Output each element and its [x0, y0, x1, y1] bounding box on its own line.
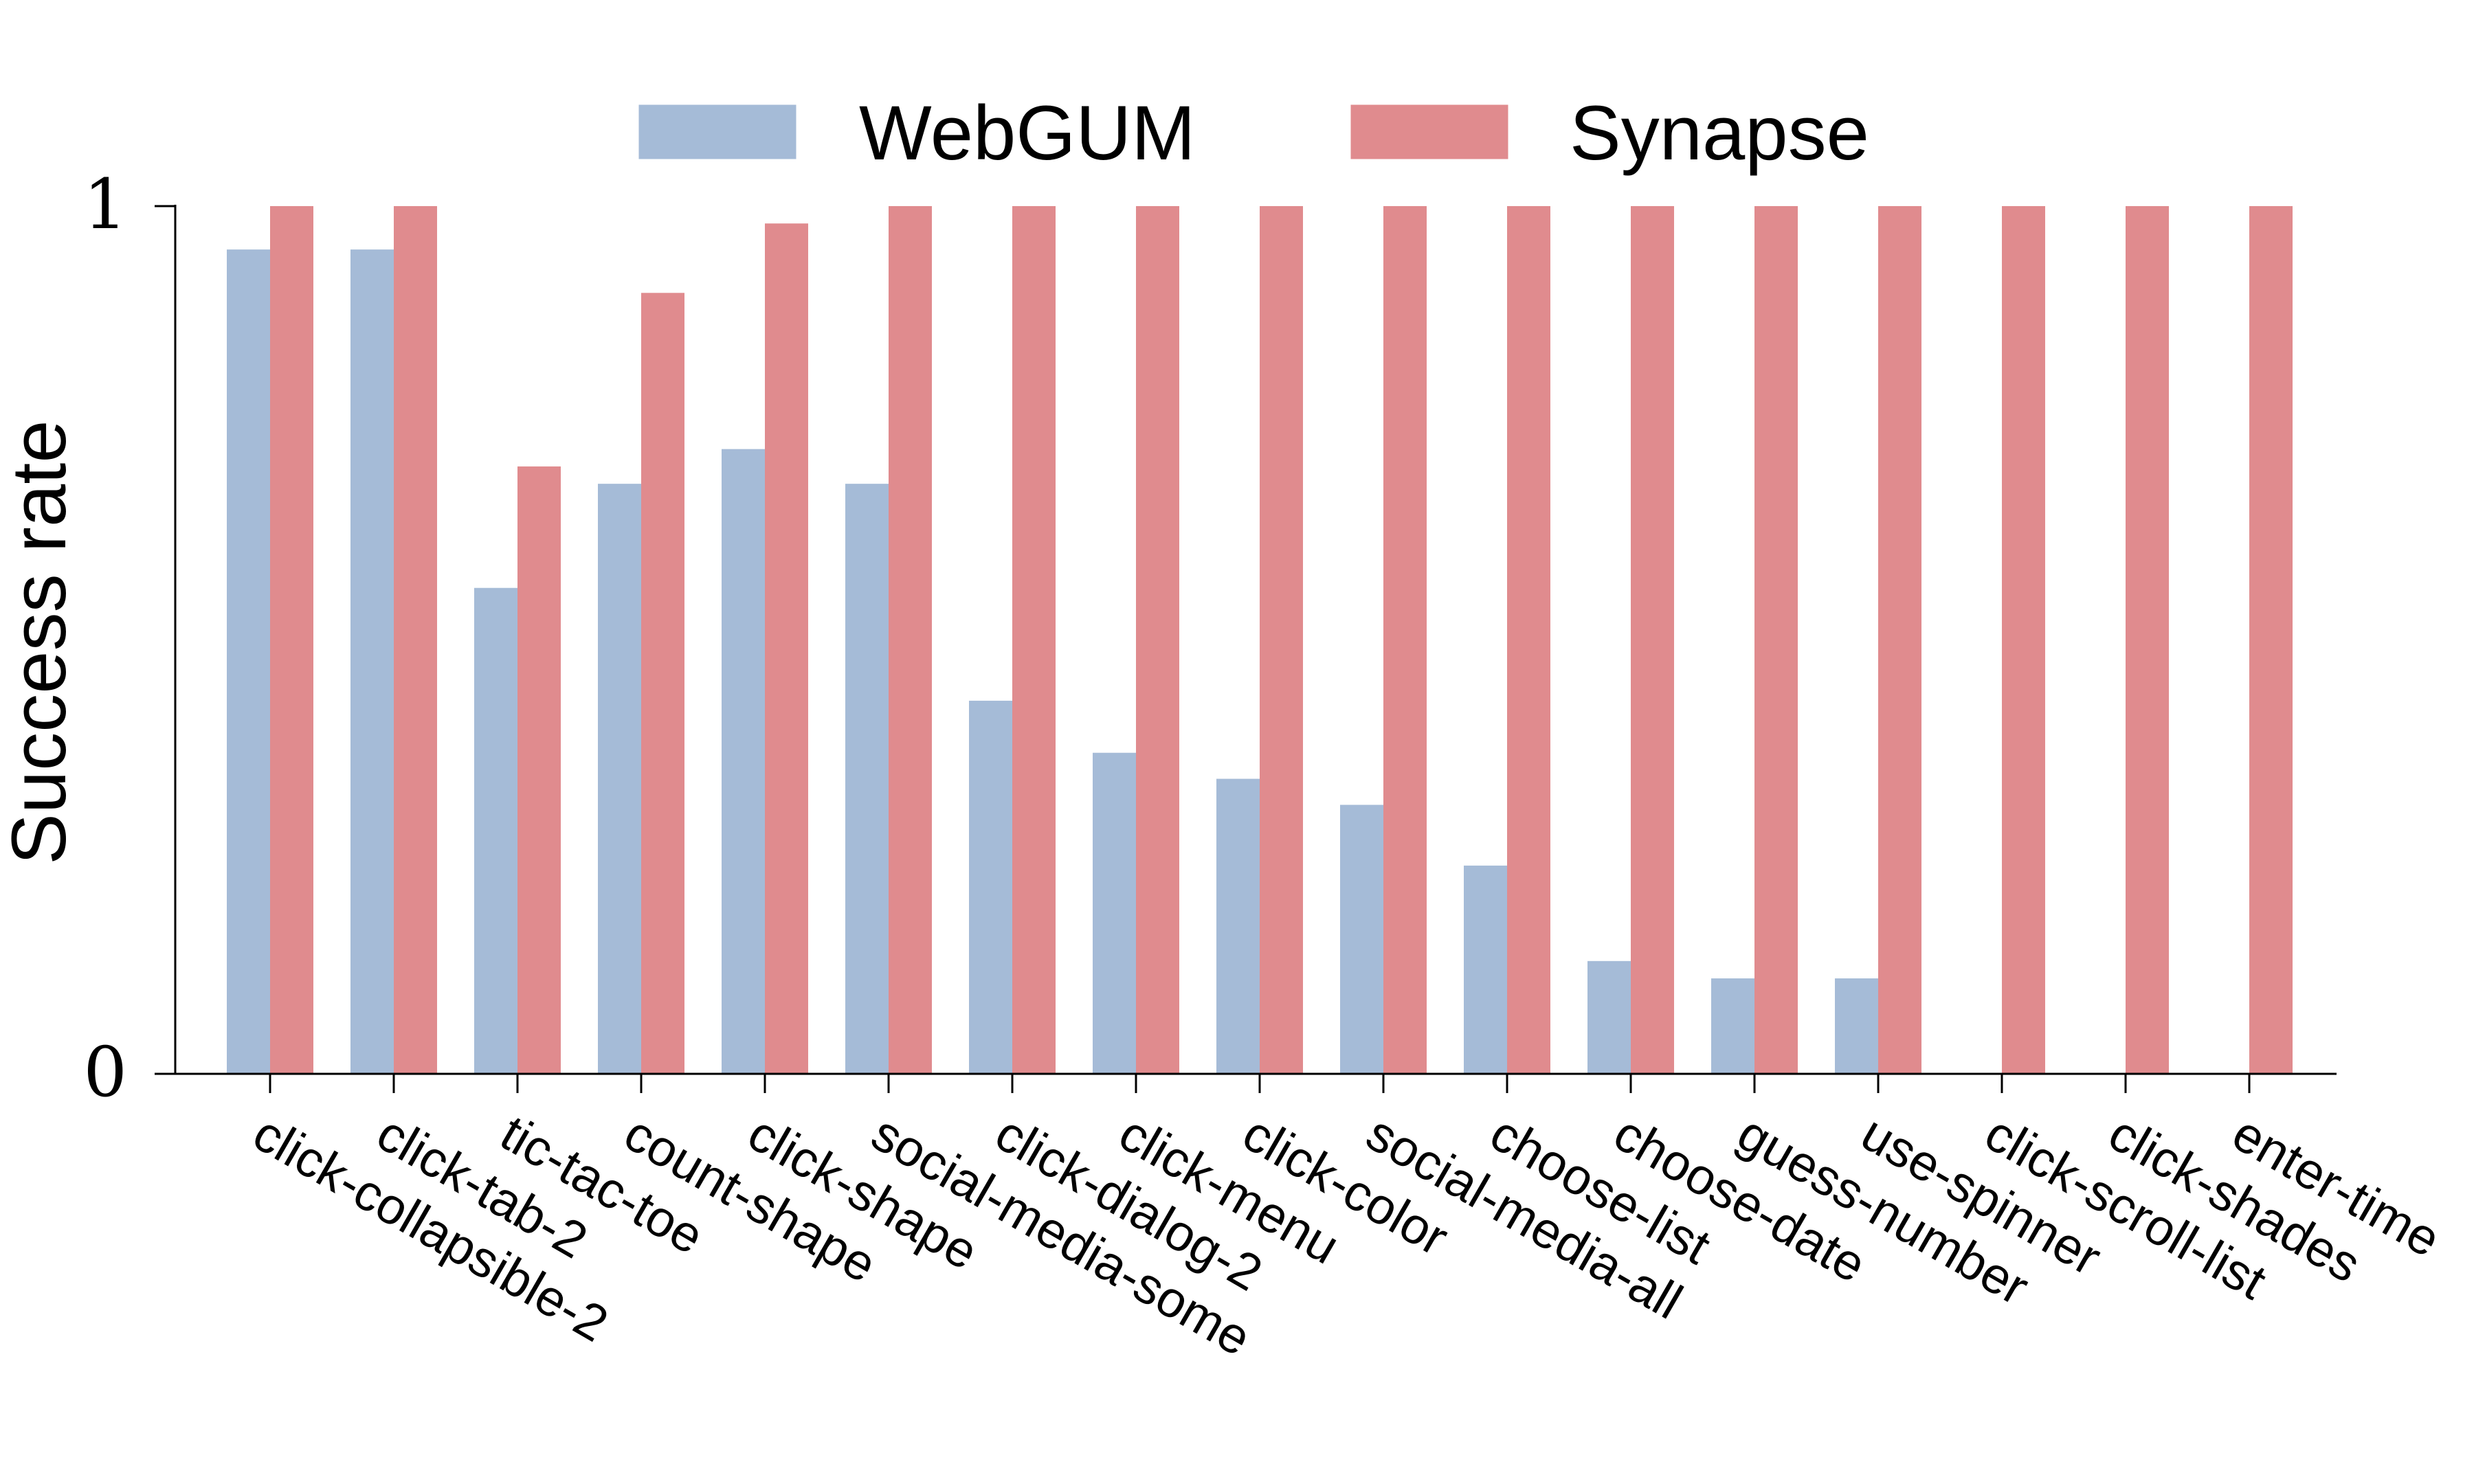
bar-webgum-click-menu [1093, 752, 1136, 1074]
bar-webgum-click-tab-2 [350, 249, 394, 1074]
bar-webgum-social-media-all [1340, 805, 1383, 1074]
bar-webgum-guess-number [1711, 978, 1754, 1074]
axes-group: 01 [83, 164, 2337, 1112]
bar-webgum-click-dialog-2 [969, 700, 1012, 1074]
bar-synapse-enter-time [2249, 206, 2293, 1074]
bar-synapse-choose-list [1507, 206, 1550, 1074]
bar-webgum-count-shape [598, 484, 641, 1074]
bar-webgum-choose-date [1587, 960, 1631, 1074]
legend-label-synapse: Synapse [1570, 90, 1869, 176]
bar-webgum-click-color [1216, 778, 1260, 1074]
bar-synapse-tic-tac-toe [517, 466, 561, 1074]
bar-webgum-click-shape [722, 449, 765, 1074]
bar-synapse-click-menu [1136, 206, 1179, 1074]
y-axis-label: Success rate [0, 420, 82, 864]
bar-synapse-click-dialog-2 [1012, 206, 1056, 1074]
x-tick-labels: click-collapsible-2click-tab-2tic-tac-to… [244, 1104, 2450, 1367]
bars-group [227, 206, 2293, 1074]
bar-synapse-choose-date [1631, 206, 1674, 1074]
legend-swatch-webgum [638, 104, 796, 159]
bar-synapse-click-tab-2 [394, 206, 437, 1074]
bar-synapse-click-scroll-list [2002, 206, 2045, 1074]
bar-synapse-use-spinner [1878, 206, 1921, 1074]
y-tick-label-0: 0 [83, 1032, 127, 1112]
bar-synapse-click-shape [765, 223, 808, 1074]
bar-synapse-click-collapsible-2 [270, 206, 313, 1074]
bar-synapse-click-color [1260, 206, 1303, 1074]
bar-webgum-use-spinner [1835, 978, 1878, 1074]
bar-webgum-click-collapsible-2 [227, 249, 270, 1074]
y-tick-label-1: 1 [83, 164, 127, 245]
legend-label-webgum: WebGUM [859, 90, 1196, 176]
legend-swatch-synapse [1350, 104, 1508, 159]
bar-synapse-guess-number [1754, 206, 1798, 1074]
bar-synapse-click-shades [2126, 206, 2169, 1074]
bar-synapse-social-media-some [889, 206, 932, 1074]
legend: WebGUM Synapse [638, 90, 1869, 176]
bar-synapse-count-shape [641, 293, 684, 1074]
bar-webgum-social-media-some [845, 484, 889, 1074]
bar-webgum-tic-tac-toe [474, 587, 517, 1074]
bar-webgum-choose-list [1464, 865, 1507, 1074]
bar-synapse-social-media-all [1383, 206, 1427, 1074]
